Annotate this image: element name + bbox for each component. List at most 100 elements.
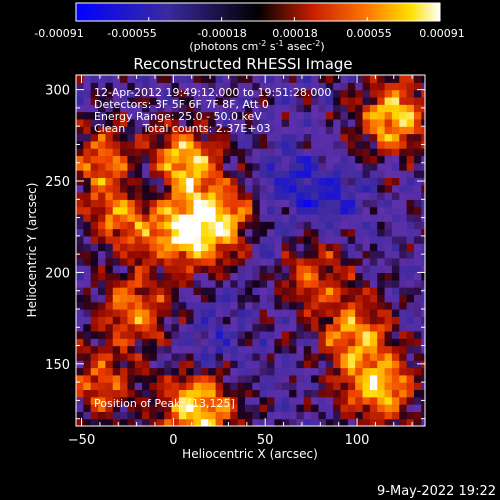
heatmap-cell (149, 206, 158, 215)
heatmap-cell (369, 316, 378, 325)
heatmap-cell (171, 126, 180, 135)
heatmap-cell (325, 382, 334, 391)
heatmap-cell (252, 104, 261, 113)
heatmap-cell (362, 265, 371, 274)
heatmap-cell (303, 396, 312, 405)
heatmap-cell (318, 309, 327, 317)
heatmap-cell (369, 360, 378, 369)
heatmap-cell (362, 140, 371, 149)
heatmap-cell (421, 89, 426, 98)
heatmap-cell (230, 382, 239, 391)
heatmap-cell (178, 111, 187, 120)
heatmap-cell (318, 338, 327, 347)
heatmap-cell (200, 206, 209, 215)
heatmap-cell (296, 330, 305, 339)
heatmap-cell (413, 418, 422, 427)
heatmap-cell (347, 221, 356, 230)
heatmap-cell (289, 294, 298, 303)
heatmap-cell (296, 177, 305, 186)
heatmap-cell (259, 316, 268, 325)
heatmap-cell (267, 257, 275, 266)
heatmap-cell (222, 221, 231, 230)
heatmap-cell (105, 418, 114, 427)
heatmap-cell (303, 411, 312, 420)
heatmap-cell (142, 257, 151, 266)
heatmap-cell (120, 243, 129, 252)
heatmap-cell (98, 309, 106, 317)
heatmap-cell (340, 367, 349, 376)
heatmap-cell (413, 162, 422, 171)
heatmap-cell (406, 162, 415, 171)
heatmap-cell (347, 257, 356, 266)
heatmap-cell (127, 411, 136, 420)
heatmap-cell (377, 330, 386, 339)
heatmap-cell (83, 126, 92, 135)
colorbar-tick-label: -0.00091 (34, 27, 83, 40)
heatmap-cell (340, 374, 349, 383)
heatmap-cell (244, 89, 253, 98)
heatmap-cell (193, 257, 202, 266)
heatmap-cell (421, 404, 426, 412)
heatmap-cell (340, 345, 349, 354)
heatmap-cell (325, 177, 334, 186)
heatmap-cell (237, 82, 246, 91)
heatmap-cell (333, 257, 342, 266)
heatmap-cell (105, 352, 114, 361)
heatmap-cell (296, 265, 305, 274)
heatmap-cell (120, 170, 129, 178)
heatmap-cell (98, 170, 106, 178)
heatmap-cell (391, 140, 400, 149)
heatmap-cell (215, 82, 224, 91)
heatmap-cell (208, 170, 217, 178)
heatmap-cell (230, 104, 239, 113)
heatmap-cell (333, 345, 342, 354)
heatmap-cell (318, 367, 327, 376)
heatmap-cell (406, 104, 415, 113)
heatmap-cell (230, 309, 239, 317)
heatmap-cell (120, 126, 129, 135)
heatmap-cell (105, 374, 114, 383)
heatmap-cell (222, 170, 231, 178)
colorbar-units: (photons cm-2 s-1 asec-2) (189, 39, 324, 53)
heatmap-cell (76, 206, 84, 215)
heatmap-cell (171, 396, 180, 405)
heatmap-cell (399, 345, 408, 354)
heatmap-cell (83, 257, 92, 266)
heatmap-cell (164, 279, 173, 288)
heatmap-cell (208, 243, 217, 252)
heatmap-cell (311, 367, 320, 376)
heatmap-cell (193, 235, 202, 244)
heatmap-cell (267, 170, 275, 178)
heatmap-cell (406, 111, 415, 120)
heatmap-cell (267, 243, 275, 252)
heatmap-cell (267, 192, 275, 200)
heatmap-cell (399, 213, 408, 222)
heatmap-cell (259, 396, 268, 405)
heatmap-cell (120, 89, 129, 98)
heatmap-cell (149, 199, 158, 208)
heatmap-cell (399, 309, 408, 317)
heatmap-cell (171, 345, 180, 354)
heatmap-cell (377, 396, 386, 405)
heatmap-cell (186, 111, 195, 120)
heatmap-cell (274, 345, 283, 354)
heatmap-cell (171, 265, 180, 274)
heatmap-cell (149, 162, 158, 171)
heatmap-cell (399, 155, 408, 164)
heatmap-cell (215, 294, 224, 303)
heatmap-cell (112, 192, 121, 200)
heatmap-cell (98, 330, 106, 339)
heatmap-cell (171, 133, 180, 142)
heatmap-cell (413, 367, 422, 376)
heatmap-cell (200, 382, 209, 391)
heatmap-cell (244, 301, 253, 310)
heatmap-cell (178, 367, 187, 376)
heatmap-cell (76, 75, 84, 83)
heatmap-cell (171, 279, 180, 288)
heatmap-cell (200, 213, 209, 222)
heatmap-cell (171, 404, 180, 412)
heatmap-cell (186, 155, 195, 164)
heatmap-cell (134, 287, 143, 295)
heatmap-cell (318, 228, 327, 237)
heatmap-cell (208, 301, 217, 310)
